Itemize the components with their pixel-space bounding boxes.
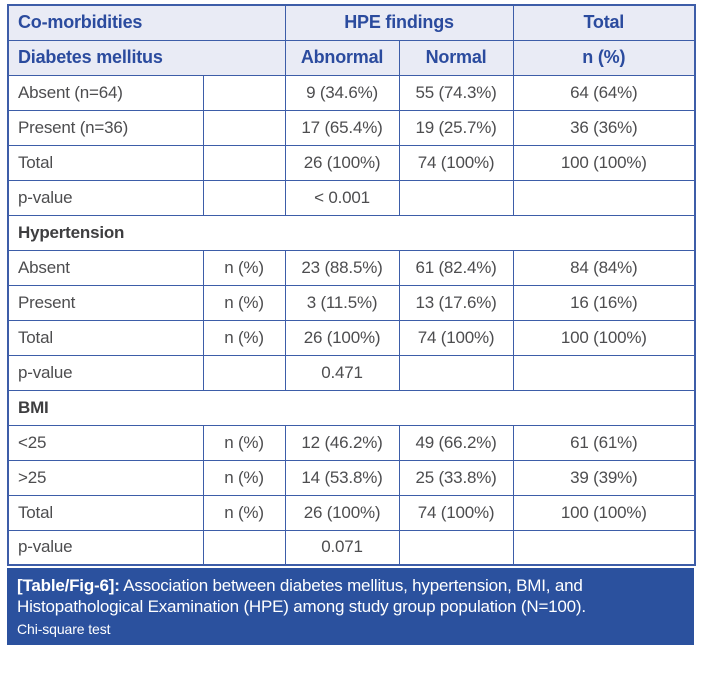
header-total: Total — [512, 4, 696, 41]
header-diabetes-mellitus: Diabetes mellitus — [7, 39, 286, 76]
total-cell: 39 (39%) — [512, 459, 696, 496]
normal-cell: 13 (17.6%) — [398, 284, 514, 321]
total-cell: 100 (100%) — [512, 144, 696, 181]
section-header: Hypertension — [7, 214, 696, 251]
table-row-bmi-under25: <25 n (%) 12 (46.2%) 49 (66.2%) 61 (61%) — [7, 424, 696, 461]
header-hpe-findings: HPE findings — [284, 4, 514, 41]
abnormal-cell: 26 (100%) — [284, 494, 400, 531]
unit-cell: n (%) — [202, 319, 286, 356]
pvalue-cell: 0.071 — [284, 529, 400, 566]
abnormal-cell: 26 (100%) — [284, 144, 400, 181]
row-label: Present — [7, 284, 204, 321]
total-cell: 16 (16%) — [512, 284, 696, 321]
pvalue-cell: < 0.001 — [284, 179, 400, 216]
total-cell — [512, 354, 696, 391]
row-label: Total — [7, 319, 204, 356]
abnormal-cell: 17 (65.4%) — [284, 109, 400, 146]
unit-cell — [202, 354, 286, 391]
abnormal-cell: 23 (88.5%) — [284, 249, 400, 286]
row-label: p-value — [7, 179, 204, 216]
row-label: p-value — [7, 529, 204, 566]
unit-cell — [202, 144, 286, 181]
abnormal-cell: 9 (34.6%) — [284, 74, 400, 111]
unit-cell: n (%) — [202, 284, 286, 321]
total-cell: 61 (61%) — [512, 424, 696, 461]
abnormal-cell: 14 (53.8%) — [284, 459, 400, 496]
normal-cell: 55 (74.3%) — [398, 74, 514, 111]
row-label: <25 — [7, 424, 204, 461]
header-abnormal: Abnormal — [284, 39, 400, 76]
normal-cell: 49 (66.2%) — [398, 424, 514, 461]
table-row-htn-pvalue: p-value 0.471 — [7, 354, 696, 391]
row-label: Total — [7, 144, 204, 181]
unit-cell: n (%) — [202, 249, 286, 286]
abnormal-cell: 12 (46.2%) — [284, 424, 400, 461]
row-label: Absent — [7, 249, 204, 286]
pvalue-cell: 0.471 — [284, 354, 400, 391]
table-row-htn-absent: Absent n (%) 23 (88.5%) 61 (82.4%) 84 (8… — [7, 249, 696, 286]
row-label: Total — [7, 494, 204, 531]
section-header: BMI — [7, 389, 696, 426]
normal-cell: 74 (100%) — [398, 494, 514, 531]
total-cell: 36 (36%) — [512, 109, 696, 146]
total-cell: 84 (84%) — [512, 249, 696, 286]
total-cell — [512, 179, 696, 216]
header-n-pct: n (%) — [512, 39, 696, 76]
unit-cell: n (%) — [202, 494, 286, 531]
unit-cell — [202, 109, 286, 146]
caption-note: Chi-square test — [17, 620, 111, 637]
row-label: p-value — [7, 354, 204, 391]
table-row-bmi-over25: >25 n (%) 14 (53.8%) 25 (33.8%) 39 (39%) — [7, 459, 696, 496]
section-row-bmi: BMI — [7, 389, 696, 426]
header-row-2: Diabetes mellitus Abnormal Normal n (%) — [7, 39, 696, 76]
normal-cell — [398, 179, 514, 216]
unit-cell: n (%) — [202, 424, 286, 461]
table-row-htn-present: Present n (%) 3 (11.5%) 13 (17.6%) 16 (1… — [7, 284, 696, 321]
normal-cell: 74 (100%) — [398, 319, 514, 356]
table-row-diabetes-absent: Absent (n=64) 9 (34.6%) 55 (74.3%) 64 (6… — [7, 74, 696, 111]
header-row-1: Co-morbidities HPE findings Total — [7, 4, 696, 41]
row-label: Absent (n=64) — [7, 74, 204, 111]
total-cell: 64 (64%) — [512, 74, 696, 111]
normal-cell: 19 (25.7%) — [398, 109, 514, 146]
normal-cell — [398, 529, 514, 566]
total-cell: 100 (100%) — [512, 494, 696, 531]
unit-cell — [202, 74, 286, 111]
table-row-diabetes-pvalue: p-value < 0.001 — [7, 179, 696, 216]
unit-cell: n (%) — [202, 459, 286, 496]
section-row-hypertension: Hypertension — [7, 214, 696, 251]
caption-tag: [Table/Fig-6]: — [17, 576, 120, 595]
table-caption: [Table/Fig-6]: Association between diabe… — [7, 568, 694, 645]
comorbidities-hpe-table: Co-morbidities HPE findings Total Diabet… — [7, 4, 697, 566]
table-row-diabetes-total: Total 26 (100%) 74 (100%) 100 (100%) — [7, 144, 696, 181]
normal-cell: 61 (82.4%) — [398, 249, 514, 286]
abnormal-cell: 3 (11.5%) — [284, 284, 400, 321]
header-normal: Normal — [398, 39, 514, 76]
abnormal-cell: 26 (100%) — [284, 319, 400, 356]
table-row-diabetes-present: Present (n=36) 17 (65.4%) 19 (25.7%) 36 … — [7, 109, 696, 146]
normal-cell: 74 (100%) — [398, 144, 514, 181]
table-row-htn-total: Total n (%) 26 (100%) 74 (100%) 100 (100… — [7, 319, 696, 356]
normal-cell — [398, 354, 514, 391]
header-comorbidities: Co-morbidities — [7, 4, 286, 41]
total-cell — [512, 529, 696, 566]
unit-cell — [202, 529, 286, 566]
caption-line: [Table/Fig-6]: Association between diabe… — [17, 575, 684, 618]
total-cell: 100 (100%) — [512, 319, 696, 356]
table-row-bmi-pvalue: p-value 0.071 — [7, 529, 696, 566]
row-label: Present (n=36) — [7, 109, 204, 146]
table-row-bmi-total: Total n (%) 26 (100%) 74 (100%) 100 (100… — [7, 494, 696, 531]
unit-cell — [202, 179, 286, 216]
row-label: >25 — [7, 459, 204, 496]
caption-text: Association between diabetes mellitus, h… — [17, 576, 586, 617]
normal-cell: 25 (33.8%) — [398, 459, 514, 496]
